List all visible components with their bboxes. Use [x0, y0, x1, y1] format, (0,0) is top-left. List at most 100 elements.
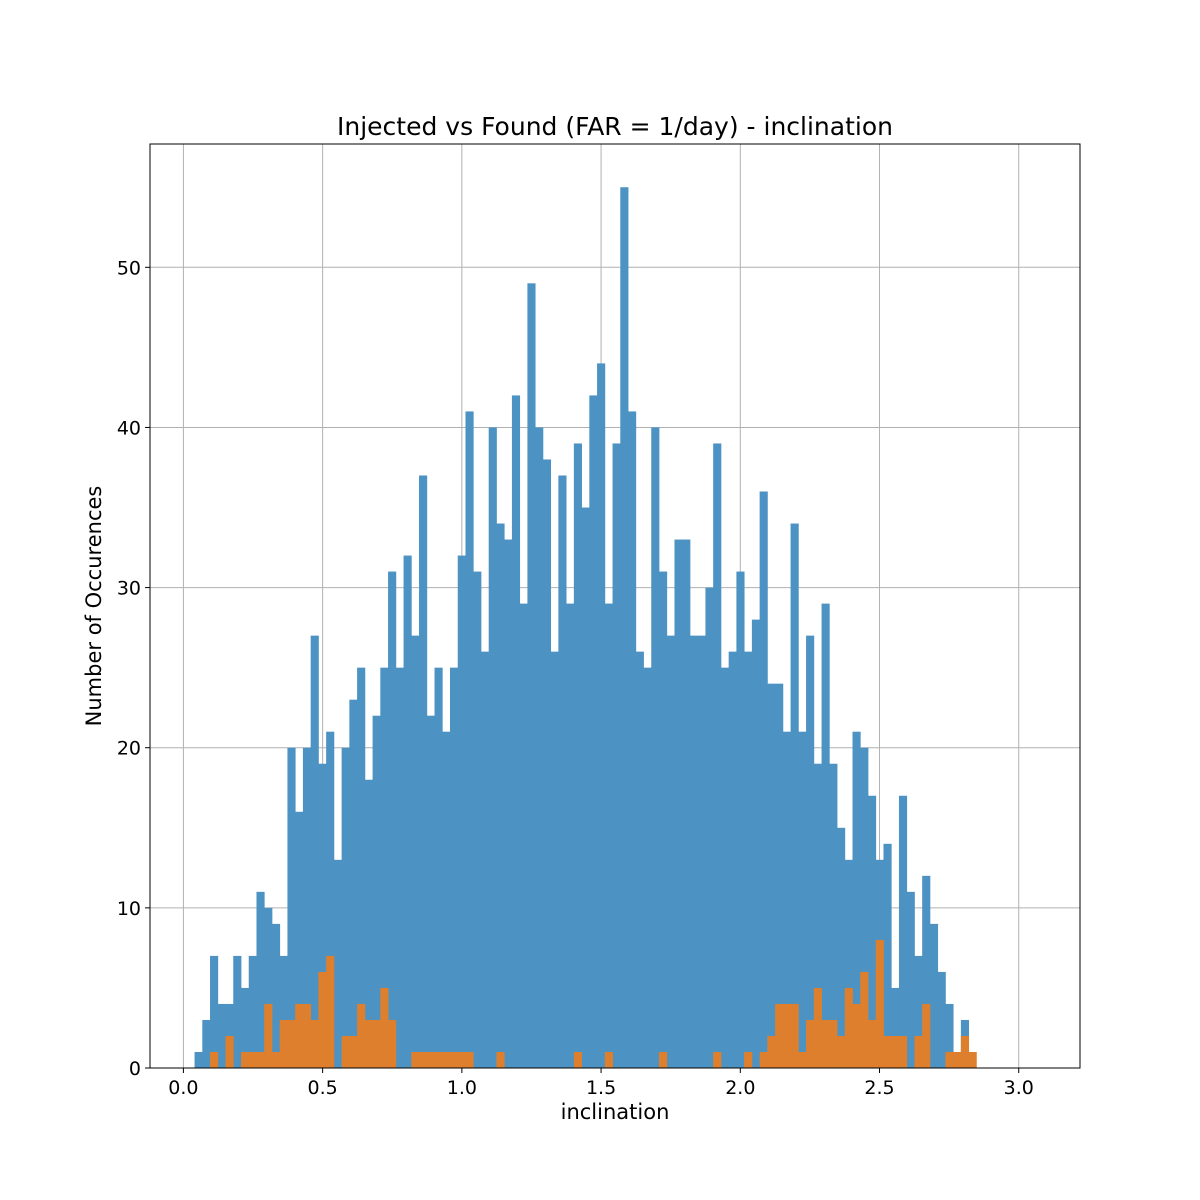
- x-axis-label: inclination: [561, 1100, 670, 1124]
- x-tick-label: 2.5: [864, 1077, 894, 1099]
- injected-bar: [527, 283, 536, 1068]
- injected-bar: [240, 987, 250, 1068]
- found-bar: [364, 1019, 373, 1068]
- injected-bar: [883, 843, 892, 1068]
- injected-bar: [349, 699, 358, 1068]
- injected-bar: [612, 443, 621, 1069]
- injected-bar: [597, 363, 606, 1068]
- injected-bar: [248, 955, 257, 1068]
- y-tick-label: 30: [117, 578, 141, 600]
- injected-bar: [658, 571, 668, 1068]
- injected-bar: [682, 539, 691, 1068]
- injected-bar: [202, 1019, 211, 1068]
- y-tick-label: 40: [117, 417, 141, 439]
- found-bar: [349, 1035, 358, 1068]
- injected-bar: [914, 955, 923, 1068]
- found-bar: [380, 987, 389, 1068]
- injected-bar: [264, 907, 273, 1068]
- found-bar: [426, 1051, 435, 1068]
- histogram-bars: [194, 187, 977, 1069]
- found-bar: [860, 971, 869, 1068]
- injected-bar: [395, 667, 404, 1068]
- found-bar: [782, 1003, 791, 1068]
- injected-bar: [813, 763, 822, 1068]
- injected-bar: [798, 731, 807, 1068]
- injected-bar: [666, 635, 675, 1068]
- injected-bar: [867, 795, 877, 1068]
- injected-bar: [782, 731, 791, 1068]
- injected-bar: [388, 571, 397, 1068]
- injected-bar: [295, 811, 304, 1068]
- x-tick-label: 0.0: [168, 1077, 198, 1099]
- found-bar: [945, 1051, 954, 1068]
- y-axis-label: Number of Occurences: [82, 486, 106, 727]
- found-bar: [225, 1035, 234, 1068]
- found-bar: [798, 1051, 807, 1068]
- found-bar: [953, 1051, 962, 1068]
- injected-bar: [302, 747, 312, 1068]
- injected-bar: [860, 747, 869, 1068]
- x-tick-label: 3.0: [1004, 1077, 1034, 1099]
- injected-bar: [937, 971, 946, 1068]
- found-bar: [326, 955, 335, 1068]
- injected-bar: [736, 571, 745, 1068]
- found-bar: [829, 1019, 838, 1068]
- injected-bar: [542, 459, 552, 1068]
- x-tick-label: 2.0: [725, 1077, 755, 1099]
- found-bar: [357, 1003, 366, 1068]
- found-bar: [372, 1019, 381, 1068]
- found-bar: [318, 971, 327, 1068]
- injected-bar: [620, 187, 629, 1069]
- injected-bar: [806, 635, 815, 1068]
- injected-bar: [535, 427, 544, 1068]
- injected-bar: [759, 491, 768, 1068]
- injected-bar: [852, 731, 861, 1068]
- found-bar: [465, 1051, 474, 1068]
- injected-bar: [829, 763, 838, 1068]
- injected-bar: [380, 667, 389, 1068]
- injected-bar: [271, 923, 281, 1068]
- x-tick-label: 1.0: [447, 1077, 477, 1099]
- injected-bar: [442, 731, 451, 1068]
- found-bar: [658, 1051, 668, 1068]
- found-bar: [867, 1019, 877, 1068]
- found-bar: [844, 987, 853, 1068]
- y-tick-label: 0: [129, 1058, 141, 1080]
- injected-bar: [898, 795, 908, 1068]
- injected-bar: [635, 651, 644, 1068]
- injected-bar: [233, 955, 242, 1068]
- found-bar: [449, 1051, 459, 1068]
- injected-bar: [511, 395, 521, 1068]
- injected-bar: [449, 667, 459, 1068]
- injected-bar: [929, 923, 939, 1068]
- found-bar: [960, 1035, 970, 1068]
- injected-bar: [604, 603, 613, 1068]
- x-tick-label: 0.5: [308, 1077, 338, 1099]
- found-bar: [821, 1019, 830, 1068]
- injected-bar: [767, 683, 776, 1068]
- injected-bar: [689, 635, 699, 1068]
- axis-ticks: 0.0 0.5 1.0 1.5 2.0 2.5 3.0 0 10 20 30 40 50: [117, 257, 1034, 1099]
- injected-bar: [403, 555, 412, 1068]
- injected-bar: [550, 651, 559, 1068]
- found-bar: [852, 1003, 861, 1068]
- found-bar: [813, 987, 822, 1068]
- injected-bar: [713, 443, 722, 1069]
- found-bar: [248, 1051, 257, 1068]
- injected-bar: [210, 955, 219, 1068]
- injected-bar: [651, 427, 660, 1068]
- injected-bar: [217, 1003, 226, 1068]
- injected-bar: [364, 779, 373, 1068]
- injected-bar: [558, 475, 567, 1068]
- injected-bar: [480, 651, 490, 1068]
- x-tick-label: 1.5: [586, 1077, 616, 1099]
- injected-bar: [945, 1003, 954, 1068]
- injected-bar: [566, 603, 575, 1068]
- found-bar: [341, 1035, 350, 1068]
- found-bar: [883, 1035, 892, 1068]
- injected-bar: [674, 539, 683, 1068]
- injected-bar: [496, 523, 505, 1068]
- found-bar: [767, 1035, 776, 1068]
- found-bar: [419, 1051, 428, 1068]
- injected-bar: [628, 411, 637, 1069]
